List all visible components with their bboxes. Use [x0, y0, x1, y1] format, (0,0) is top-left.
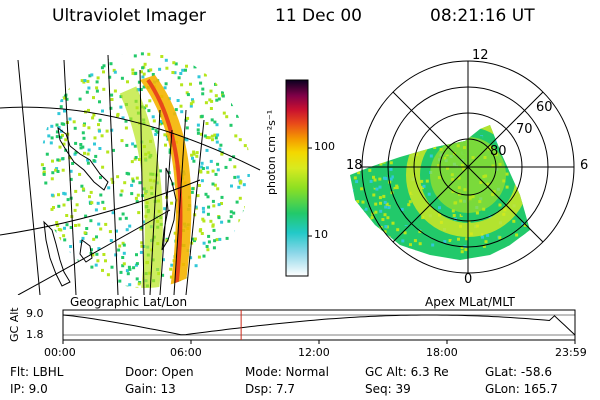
emission-speckle — [40, 52, 250, 288]
param-dsp: Dsp: 7.7 — [245, 382, 296, 396]
instrument-title: Ultraviolet Imager — [52, 6, 206, 26]
mlt-label-12: 12 — [472, 48, 489, 63]
time-tick-1800: 18:00 — [426, 346, 458, 359]
time-tick-2359: 23:59 — [555, 346, 587, 359]
mlt-label-18: 18 — [346, 158, 363, 173]
param-mode: Mode: Normal — [245, 365, 329, 379]
param-gc-alt: GC Alt: 6.3 Re — [365, 365, 449, 379]
param-door: Door: Open — [125, 365, 194, 379]
param-gain: Gain: 13 — [125, 382, 176, 396]
geographic-image — [0, 52, 261, 295]
colorbar-unit-label: photon cm⁻²s⁻¹ — [265, 109, 278, 195]
polar-plot: 12 18 6 0 60 70 80 — [346, 48, 588, 287]
polar-emission — [350, 125, 530, 260]
polar-panel-label: Apex MLat/MLT — [425, 295, 515, 309]
colorbar-tick-10: 10 — [314, 228, 328, 241]
altitude-tick-low: 1.8 — [26, 328, 44, 341]
param-seq: Seq: 39 — [365, 382, 411, 396]
coastline — [43, 126, 177, 287]
time-label: 08:21:16 UT — [430, 6, 535, 26]
time-tick-0000: 00:00 — [44, 346, 76, 359]
altitude-axis-label: GC Alt — [8, 307, 21, 342]
param-filter: Flt: LBHL — [10, 365, 64, 379]
altitude-plot — [62, 309, 576, 344]
colorbar-tick-100: 100 — [314, 140, 335, 153]
altitude-tick-high: 9.0 — [26, 307, 44, 320]
time-tick-1200: 12:00 — [298, 346, 330, 359]
mlt-label-0: 0 — [464, 272, 472, 287]
time-tick-0600: 06:00 — [170, 346, 202, 359]
lat-label-70: 70 — [516, 122, 533, 137]
param-glat: GLat: -58.6 — [485, 365, 552, 379]
polar-grid — [361, 60, 575, 274]
param-ip: IP: 9.0 — [10, 382, 48, 396]
latlon-grid — [0, 54, 261, 295]
date-label: 11 Dec 00 — [275, 6, 362, 26]
lat-label-80: 80 — [490, 144, 507, 159]
lat-label-60: 60 — [536, 100, 553, 115]
mlt-label-6: 6 — [580, 158, 588, 173]
geo-panel-label: Geographic Lat/Lon — [70, 295, 188, 309]
colorbar — [285, 79, 312, 277]
param-glon: GLon: 165.7 — [485, 382, 558, 396]
